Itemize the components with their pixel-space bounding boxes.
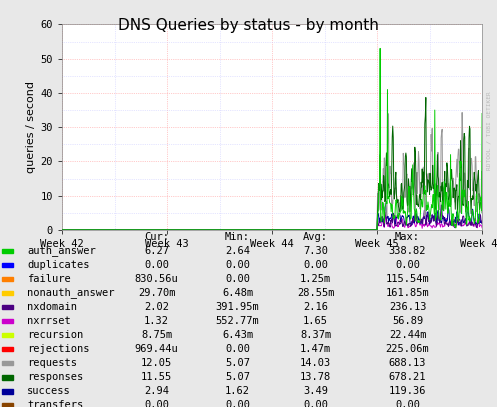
Text: 29.70m: 29.70m (138, 288, 175, 298)
Text: 6.27: 6.27 (144, 246, 169, 256)
Text: responses: responses (27, 372, 83, 382)
Text: 1.62: 1.62 (225, 386, 250, 396)
Text: 0.00: 0.00 (395, 400, 420, 407)
Text: 28.55m: 28.55m (297, 288, 334, 298)
Text: 2.94: 2.94 (144, 386, 169, 396)
Text: 391.95m: 391.95m (216, 302, 259, 312)
Text: 0.00: 0.00 (225, 400, 250, 407)
Text: nxdomain: nxdomain (27, 302, 78, 312)
Text: 11.55: 11.55 (141, 372, 172, 382)
Text: 2.16: 2.16 (303, 302, 328, 312)
Text: 0.00: 0.00 (225, 260, 250, 270)
Text: 119.36: 119.36 (389, 386, 426, 396)
Text: 13.78: 13.78 (300, 372, 331, 382)
Text: 688.13: 688.13 (389, 358, 426, 368)
Text: success: success (27, 386, 71, 396)
Text: DNS Queries by status - by month: DNS Queries by status - by month (118, 18, 379, 33)
Text: 338.82: 338.82 (389, 246, 426, 256)
Text: 56.89: 56.89 (392, 316, 423, 326)
Text: rejections: rejections (27, 344, 90, 354)
Text: RDTOOL / TOBI OETIKER: RDTOOL / TOBI OETIKER (486, 91, 491, 170)
Text: Cur:: Cur: (144, 232, 169, 242)
Text: 7.30: 7.30 (303, 246, 328, 256)
Text: recursion: recursion (27, 330, 83, 340)
Text: 0.00: 0.00 (144, 400, 169, 407)
Text: 678.21: 678.21 (389, 372, 426, 382)
Text: 0.00: 0.00 (395, 260, 420, 270)
Text: Min:: Min: (225, 232, 250, 242)
Text: Avg:: Avg: (303, 232, 328, 242)
Text: 0.00: 0.00 (303, 400, 328, 407)
Text: 1.47m: 1.47m (300, 344, 331, 354)
Text: 161.85m: 161.85m (386, 288, 429, 298)
Text: nxrrset: nxrrset (27, 316, 71, 326)
Text: 236.13: 236.13 (389, 302, 426, 312)
Text: requests: requests (27, 358, 78, 368)
Text: 3.49: 3.49 (303, 386, 328, 396)
Text: 6.48m: 6.48m (222, 288, 253, 298)
Text: duplicates: duplicates (27, 260, 90, 270)
Text: 14.03: 14.03 (300, 358, 331, 368)
Text: 552.77m: 552.77m (216, 316, 259, 326)
Text: nonauth_answer: nonauth_answer (27, 288, 115, 298)
Y-axis label: queries / second: queries / second (26, 81, 36, 173)
Text: 115.54m: 115.54m (386, 274, 429, 284)
Text: 12.05: 12.05 (141, 358, 172, 368)
Text: 5.07: 5.07 (225, 358, 250, 368)
Text: transfers: transfers (27, 400, 83, 407)
Text: 0.00: 0.00 (225, 274, 250, 284)
Text: 830.56u: 830.56u (135, 274, 178, 284)
Text: 22.44m: 22.44m (389, 330, 426, 340)
Text: 225.06m: 225.06m (386, 344, 429, 354)
Text: Max:: Max: (395, 232, 420, 242)
Text: auth_answer: auth_answer (27, 245, 96, 256)
Text: 2.02: 2.02 (144, 302, 169, 312)
Text: 1.32: 1.32 (144, 316, 169, 326)
Text: 8.37m: 8.37m (300, 330, 331, 340)
Text: 0.00: 0.00 (144, 260, 169, 270)
Text: 2.64: 2.64 (225, 246, 250, 256)
Text: 0.00: 0.00 (225, 344, 250, 354)
Text: failure: failure (27, 274, 71, 284)
Text: 0.00: 0.00 (303, 260, 328, 270)
Text: 969.44u: 969.44u (135, 344, 178, 354)
Text: 5.07: 5.07 (225, 372, 250, 382)
Text: 1.65: 1.65 (303, 316, 328, 326)
Text: 1.25m: 1.25m (300, 274, 331, 284)
Text: 6.43m: 6.43m (222, 330, 253, 340)
Text: 8.75m: 8.75m (141, 330, 172, 340)
